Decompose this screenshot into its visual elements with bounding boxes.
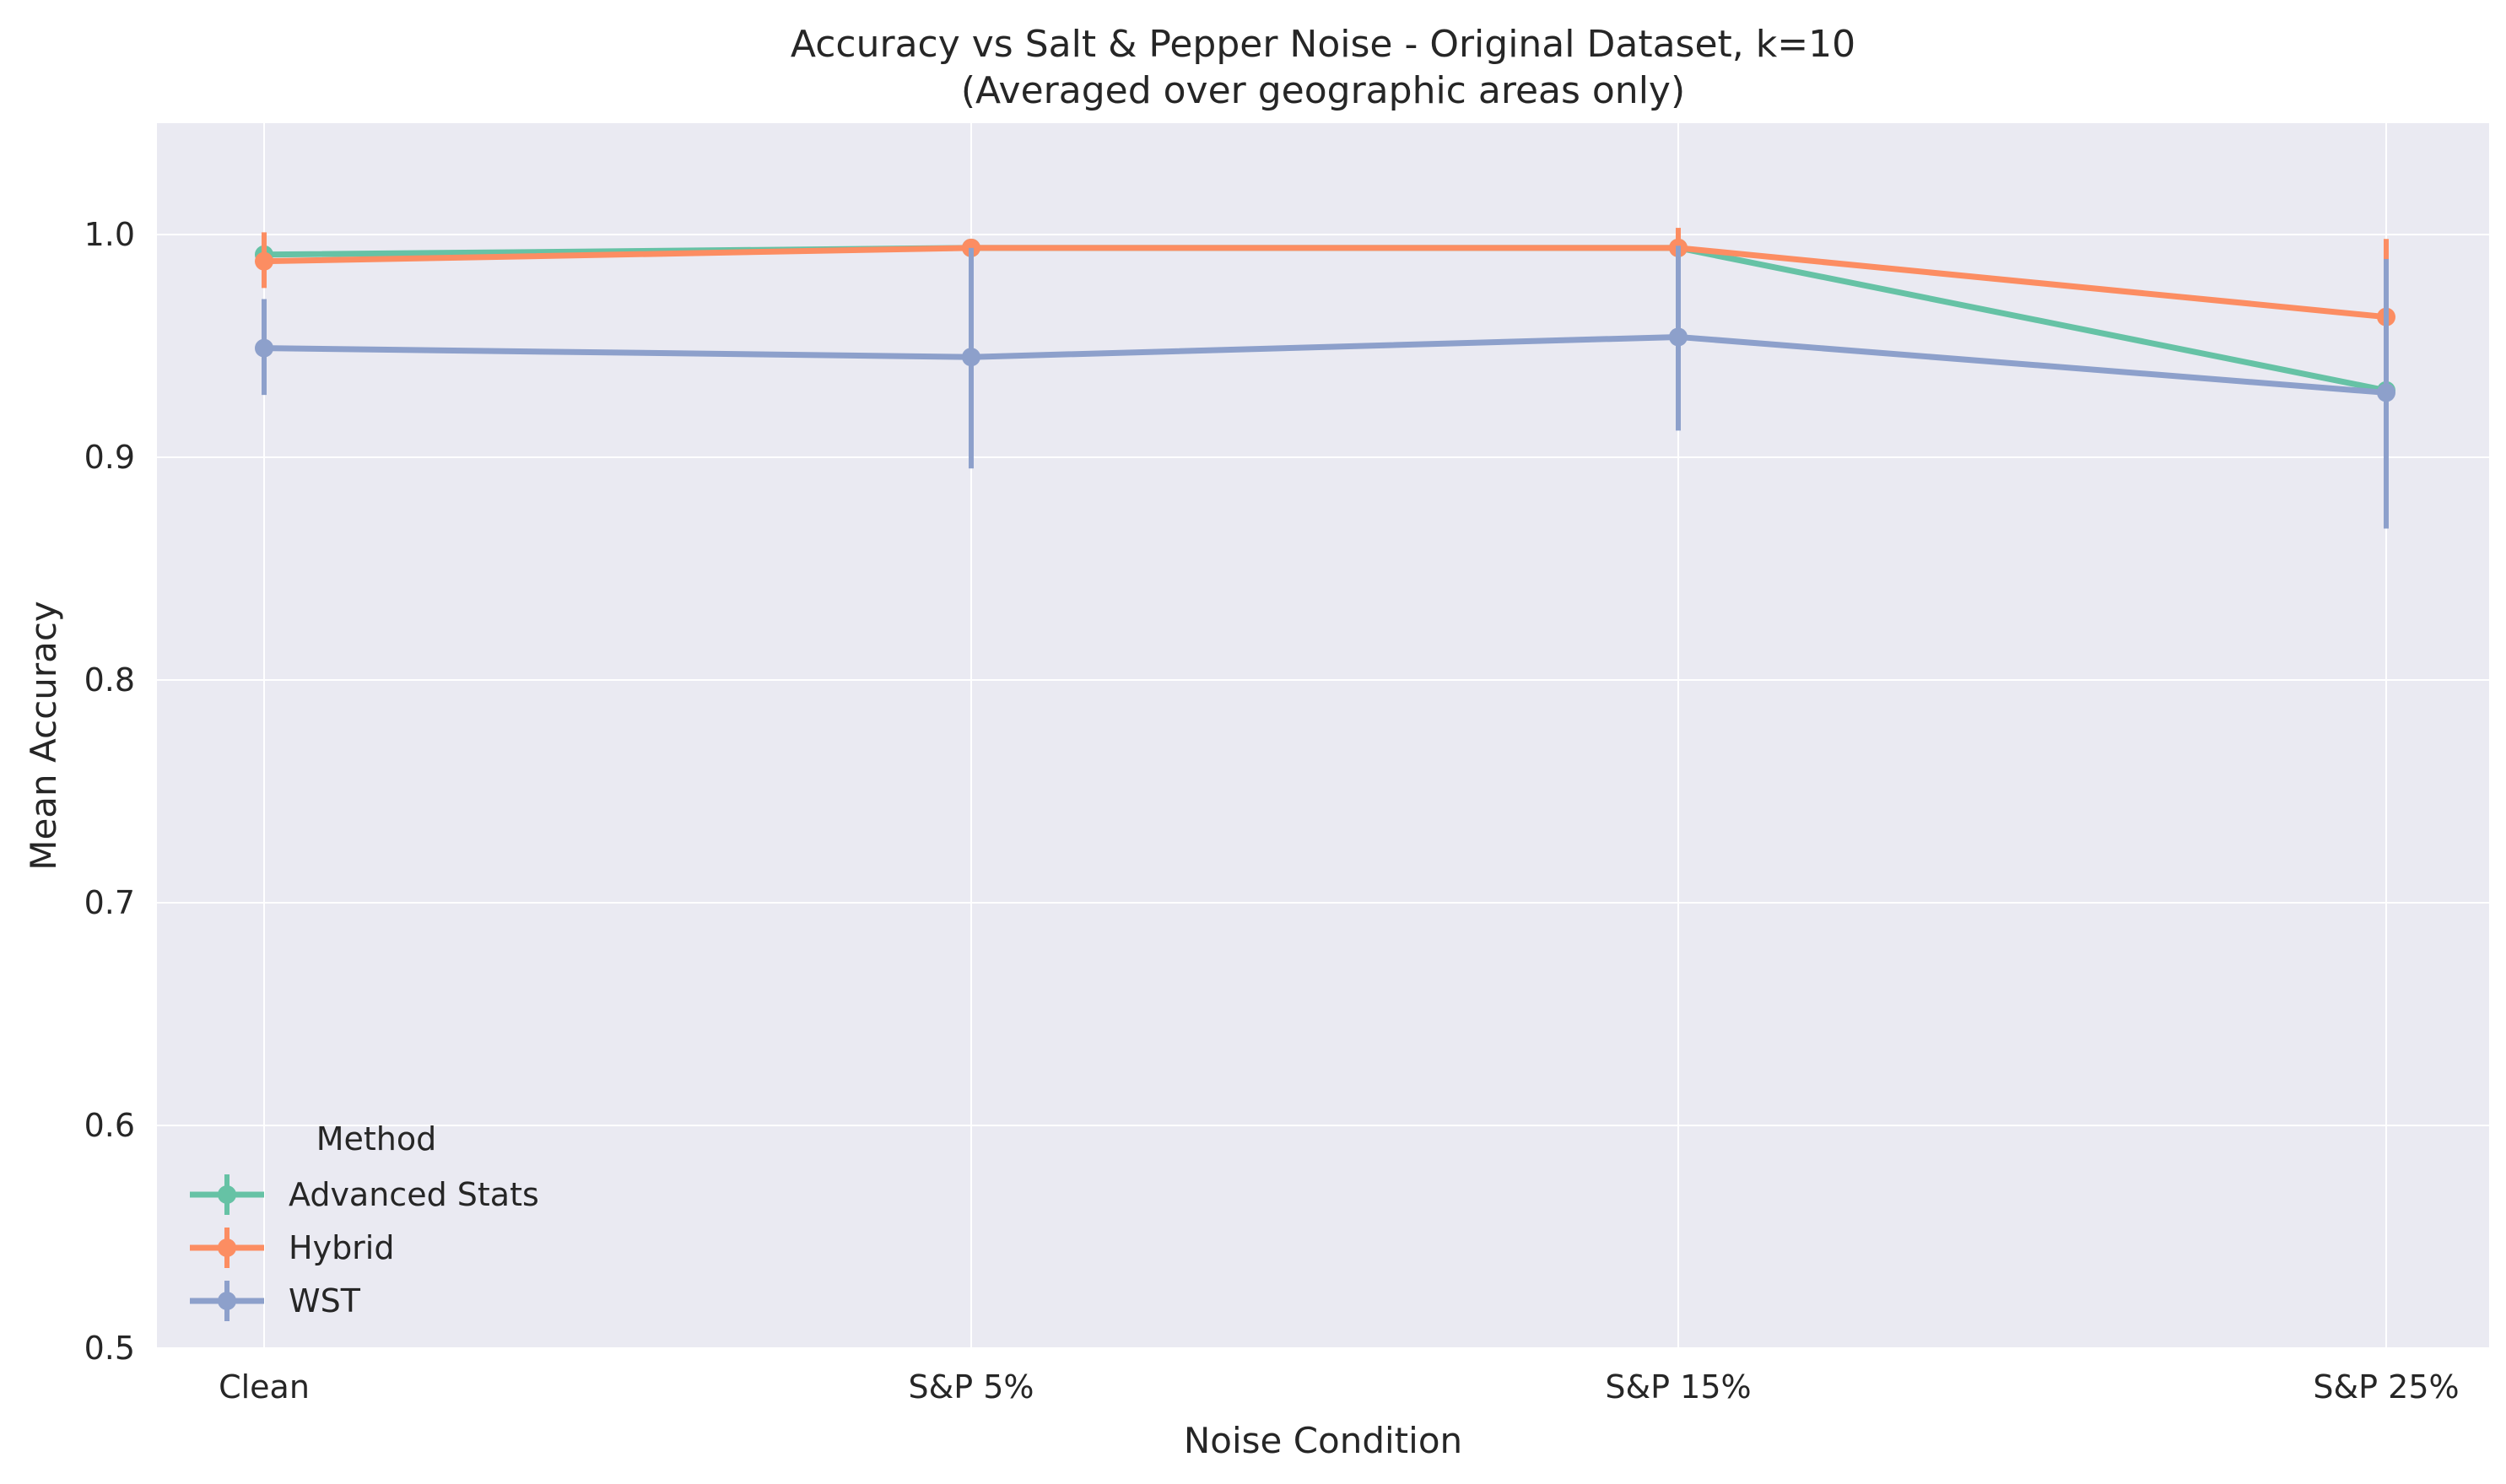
series-wst [255,246,2395,529]
x-tick-label: Clean [219,1368,310,1406]
chart-subtitle: (Averaged over geographic areas only) [961,69,1685,112]
series-line [263,333,2387,396]
legend-swatch-marker [218,1238,236,1257]
legend-label: Hybrid [289,1229,395,1266]
legend: Method Advanced Stats Hybrid WST [190,1120,539,1321]
y-tick-label: 0.5 [84,1330,135,1367]
y-axis-title: Mean Accuracy [23,601,64,871]
legend-item: Hybrid [190,1228,395,1268]
legend-swatch-marker [218,1292,236,1310]
legend-label: WST [289,1282,361,1319]
series-line [263,245,2387,321]
legend-label: Advanced Stats [289,1176,539,1213]
y-tick-label: 0.9 [84,439,135,476]
data-point [255,338,273,358]
grid-lines [157,123,2489,1349]
x-tick-label: S&P 5% [908,1368,1034,1406]
y-tick-label: 0.8 [84,661,135,699]
legend-swatch-marker [218,1185,236,1204]
x-tick-labels: Clean S&P 5% S&P 15% S&P 25% [219,1368,2460,1406]
y-tick-labels: 0.5 0.6 0.7 0.8 0.9 1.0 [84,216,135,1367]
y-tick-label: 0.6 [84,1107,135,1144]
data-point [962,348,980,367]
legend-item: Advanced Stats [190,1174,539,1215]
legend-item: WST [190,1281,361,1321]
plot-area [157,123,2489,1348]
legend-title: Method [316,1120,437,1158]
y-tick-label: 0.7 [84,884,135,921]
chart-title: Accuracy vs Salt & Pepper Noise - Origin… [791,23,1855,66]
x-axis-title: Noise Condition [1184,1420,1462,1461]
data-point [1669,327,1688,347]
data-point [255,251,273,271]
x-tick-label: S&P 25% [2313,1368,2459,1406]
y-tick-label: 1.0 [84,216,135,253]
x-tick-label: S&P 15% [1605,1368,1751,1406]
data-point [2377,383,2395,402]
series-group [255,228,2395,529]
